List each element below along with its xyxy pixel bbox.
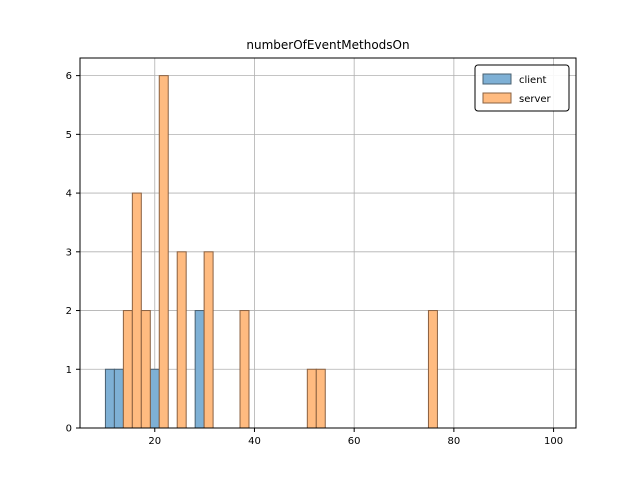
bar-server [239, 310, 250, 429]
plot-frame [79, 57, 577, 429]
chart-title: numberOfEventMethodsOn [246, 38, 409, 52]
bar-server [315, 368, 326, 429]
legend-swatch-client [482, 73, 512, 85]
x-tick-label: 100 [544, 436, 563, 447]
bar-client [194, 310, 205, 429]
x-tick-label: 20 [148, 436, 161, 447]
bar-server [203, 251, 214, 429]
bar-server [427, 310, 438, 429]
y-tick-label: 5 [66, 130, 72, 141]
bar-server [306, 368, 317, 429]
x-tick-label: 40 [248, 436, 261, 447]
legend-label-server: server [519, 94, 552, 105]
bar-server [122, 310, 133, 429]
y-tick-label: 2 [66, 306, 72, 317]
bar-client [104, 368, 115, 429]
bar-client [149, 368, 160, 429]
y-tick-label: 1 [66, 365, 72, 376]
y-tick-label: 3 [66, 247, 72, 258]
legend: client server [474, 64, 570, 112]
bar-server [131, 192, 142, 429]
x-tick-label: 60 [348, 436, 361, 447]
legend-label-client: client [519, 75, 547, 86]
y-tick-label: 4 [66, 189, 72, 200]
bar-server [176, 251, 187, 429]
x-axis-ticks: 20 40 60 80 100 [148, 428, 563, 447]
y-axis-ticks: 0 1 2 3 4 5 6 [66, 71, 80, 435]
bar-server [140, 310, 151, 429]
x-tick-label: 80 [448, 436, 461, 447]
y-tick-label: 6 [66, 71, 72, 82]
bar-client [113, 368, 124, 429]
y-tick-label: 0 [66, 424, 72, 435]
bar-server [158, 75, 169, 429]
bars [104, 75, 438, 429]
legend-swatch-server [482, 92, 512, 104]
